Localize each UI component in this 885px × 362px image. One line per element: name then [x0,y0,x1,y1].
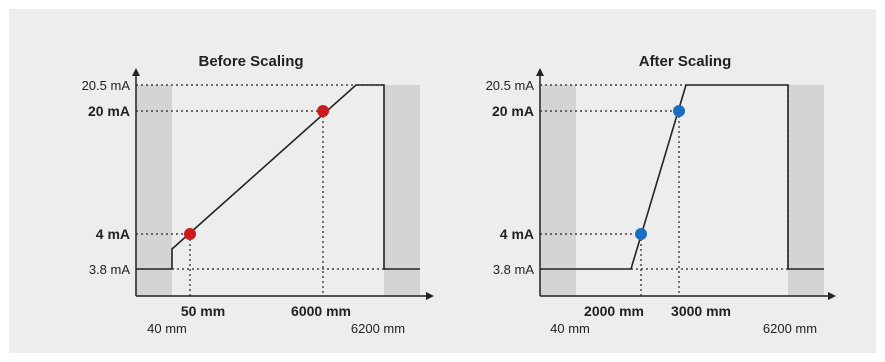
before-low-range-shade [136,85,172,296]
after-y-tick-3-8ma: 3.8 mA [493,262,535,277]
before-scaling-chart: Before Scaling 20.5 mA 20 mA 4 mA 3.8 mA… [82,53,434,336]
before-y-tick-20ma: 20 mA [88,103,130,119]
before-y-tick-4ma: 4 mA [96,226,130,242]
before-high-range-shade [384,85,420,296]
after-y-tick-20-5ma: 20.5 mA [486,78,535,93]
after-low-range-shade [540,85,576,296]
after-guide-lines [540,84,789,296]
after-point-4ma [635,228,647,240]
before-x-tick-40mm: 40 mm [147,321,187,336]
before-y-tick-20-5ma: 20.5 mA [82,78,131,93]
before-point-4ma [184,228,196,240]
after-y-tick-4ma: 4 mA [500,226,534,242]
after-y-tick-20ma: 20 mA [492,103,534,119]
before-scaling-title: Before Scaling [198,53,303,70]
before-x-tick-50mm: 50 mm [181,303,225,319]
after-scaling-title: After Scaling [639,53,732,70]
after-x-tick-40mm: 40 mm [550,321,590,336]
after-scaling-chart: After Scaling 20.5 mA 20 mA 4 mA 3.8 mA … [486,53,836,336]
before-point-20ma [317,105,329,117]
after-x-tick-6200mm: 6200 mm [763,321,817,336]
after-x-tick-3000mm: 3000 mm [671,303,731,319]
after-point-20ma [673,105,685,117]
after-high-range-shade [788,85,824,296]
before-transfer-curve [136,84,420,270]
before-x-tick-6000mm: 6000 mm [291,303,351,319]
before-x-tick-6200mm: 6200 mm [351,321,405,336]
after-x-tick-2000mm: 2000 mm [584,303,644,319]
before-guide-lines [136,84,384,296]
before-y-tick-3-8ma: 3.8 mA [89,262,131,277]
after-transfer-curve [540,84,824,270]
